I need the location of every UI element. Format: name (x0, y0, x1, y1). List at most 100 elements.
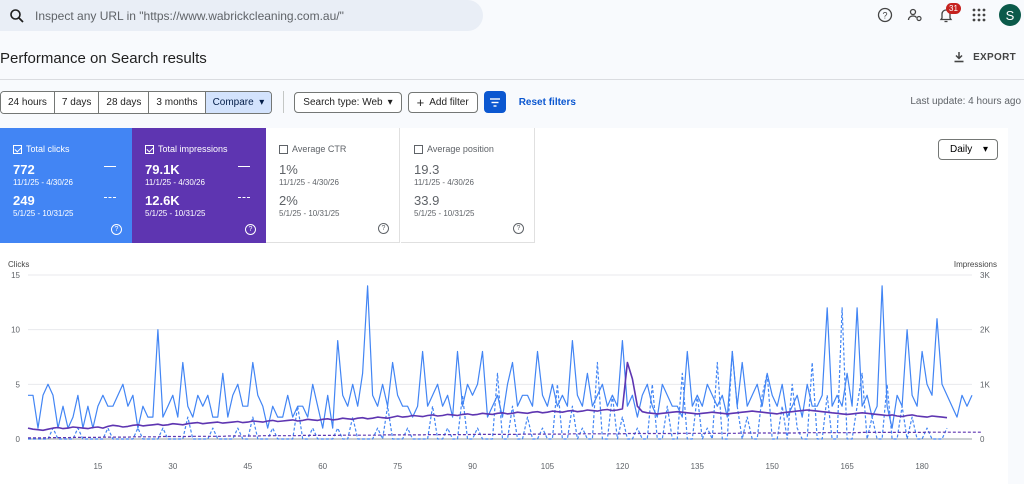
x-tick-label: 150 (766, 462, 780, 471)
performance-card: Total clicks 772 11/1/25 - 4/30/26 249 5… (0, 128, 1008, 484)
download-icon (954, 52, 964, 63)
range-3-months[interactable]: 3 months (149, 91, 206, 113)
metric-value-current: 19.3 (414, 162, 440, 177)
granularity-label: Daily (950, 144, 973, 155)
search-icon (10, 8, 24, 23)
header-actions: ? 31 S (874, 3, 1024, 28)
range-24-hours[interactable]: 24 hours (1, 91, 55, 113)
x-tick-label: 45 (243, 462, 252, 471)
url-inspect-input[interactable]: Inspect any URL in "https://www.wabrickc… (35, 8, 344, 23)
dashed-line-legend-icon (238, 197, 250, 198)
help-icon[interactable]: ? (378, 223, 389, 234)
svg-text:?: ? (882, 11, 887, 21)
last-update-text: Last update: 4 hours ago (910, 96, 1021, 107)
y-tick-label: 15 (11, 271, 20, 280)
metric-value-current: 1% (279, 162, 298, 177)
page-title: Performance on Search results (0, 50, 207, 67)
x-tick-label: 15 (93, 462, 102, 471)
checkbox-unchecked-icon[interactable] (414, 144, 423, 154)
metric-range-current: 11/1/25 - 4/30/26 (145, 178, 205, 187)
series-line-clicks-dashed (28, 307, 948, 440)
metric-label: Average position (427, 144, 494, 154)
metric-range-current: 11/1/25 - 4/30/26 (13, 178, 73, 187)
help-icon[interactable]: ? (245, 224, 256, 235)
search-type-label: Search type: Web (303, 96, 383, 108)
solid-line-legend-icon (238, 166, 250, 167)
y-axis-label: Clicks (8, 260, 29, 269)
dropdown-arrow-icon: ▾ (387, 96, 393, 108)
x-tick-label: 180 (915, 462, 929, 471)
metric-value-current: 79.1K (145, 162, 180, 177)
range-7-days[interactable]: 7 days (54, 91, 100, 113)
help-icon[interactable]: ? (874, 4, 896, 26)
series-line-impressions-dashed (28, 431, 982, 439)
metric-label: Total clicks (26, 144, 70, 154)
top-bar: Inspect any URL in "https://www.wabrickc… (0, 0, 1024, 36)
y2-tick-label: 0 (980, 435, 985, 444)
dropdown-arrow-icon: ▾ (259, 96, 265, 108)
granularity-dropdown[interactable]: Daily ▾ (938, 139, 998, 160)
range-28-days[interactable]: 28 days (99, 91, 150, 113)
metric-value-previous: 33.9 (414, 193, 440, 208)
x-tick-label: 75 (393, 462, 402, 471)
notification-badge: 31 (946, 3, 961, 14)
metric-average-ctr[interactable]: Average CTR 1% 11/1/25 - 4/30/26 2% 5/1/… (266, 128, 400, 243)
search-type-dropdown[interactable]: Search type: Web ▾ (294, 91, 402, 113)
dashed-line-legend-icon (104, 197, 116, 198)
reset-filters-link[interactable]: Reset filters (518, 96, 576, 108)
help-icon[interactable]: ? (513, 223, 524, 234)
metric-total-impressions[interactable]: Total impressions 79.1K 11/1/25 - 4/30/2… (132, 128, 266, 243)
metric-range-previous: 5/1/25 - 10/31/25 (279, 209, 340, 218)
solid-line-legend-icon (104, 166, 116, 167)
checkbox-unchecked-icon[interactable] (279, 144, 288, 154)
y-tick-label: 10 (11, 326, 20, 335)
x-tick-label: 135 (691, 462, 705, 471)
filter-settings-button[interactable] (483, 91, 506, 113)
x-tick-label: 60 (318, 462, 327, 471)
series-line-impressions-solid (27, 361, 948, 432)
filter-sliders-icon (489, 98, 500, 107)
apps-grid-icon[interactable] (968, 4, 990, 26)
metric-label: Total impressions (158, 144, 228, 154)
metric-range-current: 11/1/25 - 4/30/26 (279, 178, 339, 187)
range-compare[interactable]: Compare ▾ (205, 91, 272, 113)
header-divider (0, 79, 1024, 80)
filter-bar: 24 hours 7 days 28 days 3 months Compare… (0, 90, 576, 114)
metric-value-previous: 2% (279, 193, 298, 208)
metric-value-previous: 12.6K (145, 193, 180, 208)
metric-range-previous: 5/1/25 - 10/31/25 (13, 209, 74, 218)
metric-range-previous: 5/1/25 - 10/31/25 (145, 209, 206, 218)
y2-axis-label: Impressions (954, 260, 997, 269)
x-tick-label: 90 (468, 462, 477, 471)
x-tick-label: 105 (541, 462, 555, 471)
dropdown-arrow-icon: ▾ (982, 144, 988, 155)
notifications-icon[interactable]: 31 (935, 3, 961, 26)
x-tick-label: 165 (840, 462, 854, 471)
metric-total-clicks[interactable]: Total clicks 772 11/1/25 - 4/30/26 249 5… (0, 128, 132, 243)
y2-tick-label: 2K (980, 326, 990, 335)
metric-average-position[interactable]: Average position 19.3 11/1/25 - 4/30/26 … (401, 128, 535, 243)
account-avatar[interactable]: S (999, 4, 1021, 26)
y-tick-label: 5 (16, 380, 21, 389)
date-range-selector: 24 hours 7 days 28 days 3 months Compare… (0, 90, 273, 114)
checkbox-checked-icon[interactable] (145, 144, 154, 154)
add-filter-label: Add filter (429, 96, 469, 108)
filter-separator (283, 91, 285, 113)
export-label: EXPORT (973, 51, 1016, 63)
metric-range-previous: 5/1/25 - 10/31/25 (414, 209, 475, 218)
export-button[interactable]: EXPORT (953, 51, 1016, 63)
x-tick-label: 30 (168, 462, 177, 471)
y2-tick-label: 3K (980, 271, 990, 280)
x-tick-label: 120 (616, 462, 630, 471)
metric-label: Average CTR (292, 144, 347, 154)
add-filter-button[interactable]: + Add filter (407, 91, 478, 113)
help-icon[interactable]: ? (111, 224, 122, 235)
checkbox-checked-icon[interactable] (13, 144, 22, 154)
plus-icon: + (416, 94, 425, 110)
y-tick-label: 0 (16, 435, 21, 444)
url-inspect-search[interactable]: Inspect any URL in "https://www.wabrickc… (0, 0, 483, 31)
manage-users-icon[interactable] (904, 4, 926, 26)
metric-value-previous: 249 (13, 193, 35, 208)
compare-label: Compare (212, 96, 254, 108)
